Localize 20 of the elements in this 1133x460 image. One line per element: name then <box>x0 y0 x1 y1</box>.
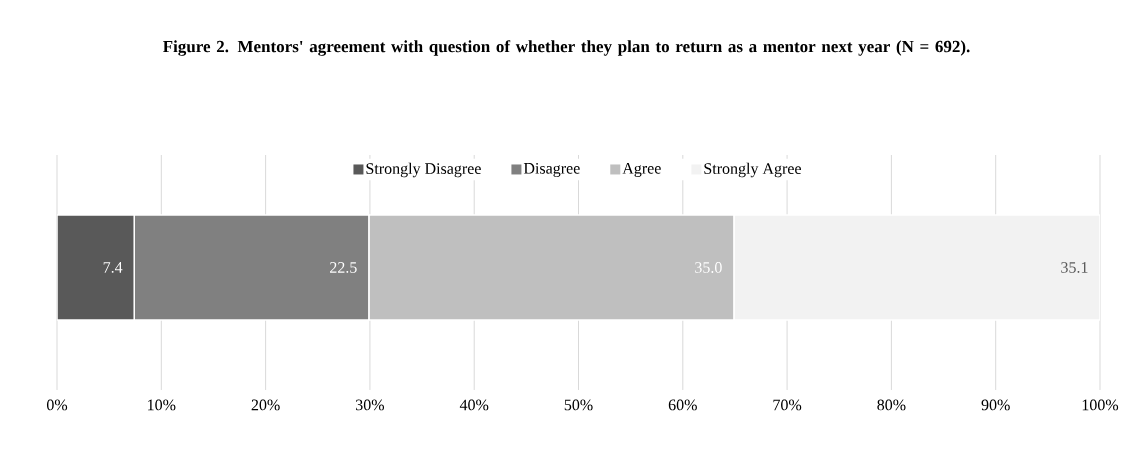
data-label: 35.0 <box>695 262 722 273</box>
legend-label: Disagree <box>523 162 580 178</box>
x-tick-label: 80% <box>877 399 906 411</box>
x-tick-label: 30% <box>356 399 385 411</box>
x-tick-label: 100% <box>1082 399 1119 411</box>
data-label: 7.4 <box>103 262 123 273</box>
legend-label: Strongly Agree <box>704 162 801 178</box>
chart-title: Figure 2. Mentors' agreement with question of whether they plan to return as a mentor next year (N = 692). <box>163 40 970 56</box>
x-tick-label: 70% <box>773 399 802 411</box>
x-tick-label: 50% <box>564 399 593 411</box>
legend-label: Strongly Disagree <box>366 162 481 178</box>
x-tick-label: 10% <box>148 399 176 411</box>
x-tick-label: 60% <box>668 399 697 411</box>
x-tick-label: 0% <box>46 399 68 411</box>
legend-label: Agree <box>622 162 661 177</box>
data-label: 35.1 <box>1061 262 1088 273</box>
x-tick-label: 90% <box>981 399 1010 411</box>
data-label: 22.5 <box>330 262 357 273</box>
x-tick-label: 40% <box>459 399 489 411</box>
x-tick-label: 20% <box>251 399 280 411</box>
